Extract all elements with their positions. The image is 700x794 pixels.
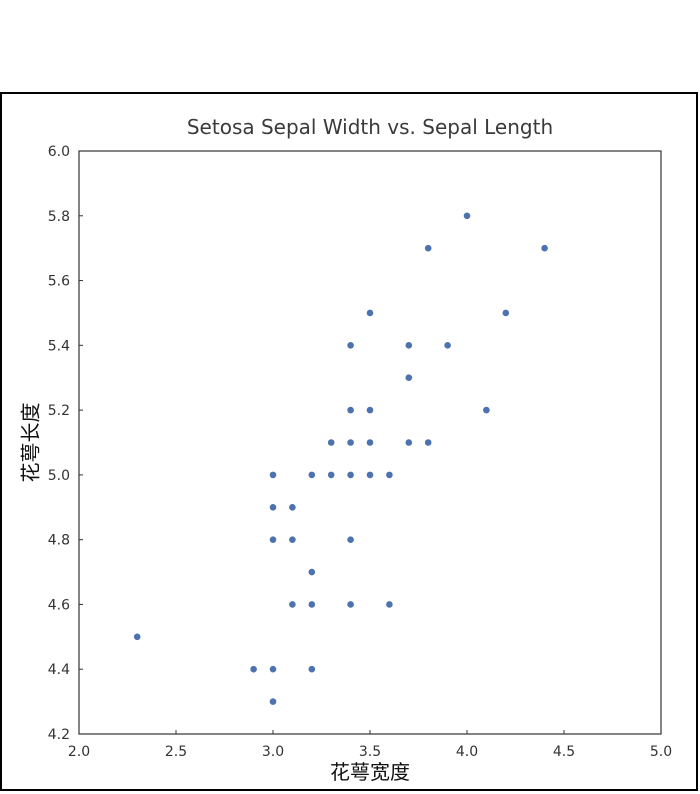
y-tick-label: 6.0 <box>48 144 70 160</box>
y-tick-label: 5.6 <box>48 274 70 290</box>
x-axis: 2.0 2.5 3.0 3.5 4.0 4.5 5.0 <box>68 730 672 760</box>
y-tick-label: 5.2 <box>48 403 70 419</box>
data-point <box>366 309 374 317</box>
data-point <box>405 374 413 382</box>
data-point <box>386 471 393 479</box>
data-point <box>541 244 548 252</box>
y-tick-label: 5.4 <box>48 338 70 354</box>
data-point <box>366 406 374 414</box>
y-tick-label: 4.8 <box>48 533 70 549</box>
data-point <box>308 665 316 673</box>
y-tick-label: 5.8 <box>48 209 70 225</box>
x-tick-label: 3.5 <box>359 744 381 760</box>
data-point <box>347 342 354 349</box>
data-point <box>269 698 277 705</box>
data-point <box>347 601 354 608</box>
data-point <box>269 503 277 511</box>
data-point <box>289 536 296 543</box>
data-point <box>405 342 413 349</box>
data-point <box>347 536 354 543</box>
x-tick-label: 4.0 <box>456 744 478 760</box>
data-point <box>347 439 354 446</box>
data-point <box>347 406 354 414</box>
data-point <box>347 471 354 479</box>
data-point <box>308 601 316 608</box>
data-point <box>424 244 432 252</box>
y-tick-label: 4.6 <box>48 597 70 613</box>
data-point <box>386 601 393 608</box>
y-tick-label: 4.4 <box>48 662 70 678</box>
x-tick-label: 2.5 <box>165 744 187 760</box>
x-tick-label: 3.0 <box>262 744 284 760</box>
chart-title: Setosa Sepal Width vs. Sepal Length <box>187 115 553 139</box>
x-axis-label: 花萼宽度 <box>330 760 410 784</box>
y-tick-label: 5.0 <box>48 468 70 484</box>
data-point <box>424 439 432 446</box>
y-axis-label: 花萼长度 <box>19 403 43 483</box>
chart-figure: Setosa Sepal Width vs. Sepal Length 2.0 2… <box>0 92 698 791</box>
chart-canvas: Setosa Sepal Width vs. Sepal Length 2.0 2… <box>19 115 673 784</box>
scatter-series <box>133 212 548 705</box>
data-point <box>463 212 471 220</box>
data-point <box>289 503 296 511</box>
data-point <box>289 601 296 608</box>
data-point <box>366 471 374 479</box>
x-tick-label: 5.0 <box>650 744 672 760</box>
data-point <box>405 439 413 446</box>
data-point <box>250 665 257 673</box>
data-point <box>269 471 277 479</box>
data-point <box>269 536 277 543</box>
x-tick-label: 4.5 <box>553 744 575 760</box>
y-axis: 4.2 4.4 4.6 4.8 5.0 5.2 5.4 5.6 5.8 6.0 <box>48 144 83 743</box>
data-point <box>502 309 510 317</box>
data-point <box>308 568 316 576</box>
x-tick-label: 2.0 <box>68 744 90 760</box>
data-point <box>308 471 316 479</box>
data-point <box>133 633 141 641</box>
y-tick-label: 4.2 <box>48 727 70 743</box>
data-point <box>269 665 277 673</box>
data-point <box>483 406 490 414</box>
data-point <box>366 439 374 446</box>
data-point <box>327 439 335 446</box>
data-point <box>444 342 451 349</box>
data-point <box>327 471 335 479</box>
